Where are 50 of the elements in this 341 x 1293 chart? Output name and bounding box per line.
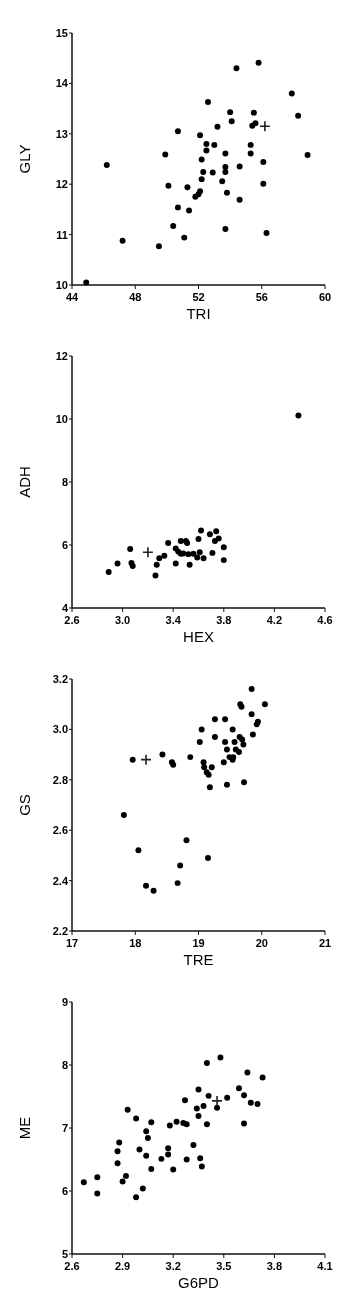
y-axis-title: ADH: [16, 466, 33, 498]
x-axis-title: HEX: [183, 628, 214, 645]
x-tick-label: 3.4: [165, 614, 182, 626]
x-tick-label: 19: [192, 937, 205, 949]
x-tick-label: 17: [65, 937, 79, 949]
y-tick-label: 2.8: [52, 773, 68, 786]
y-tick-label: 10: [55, 413, 68, 425]
y-axis-title: GLY: [16, 144, 33, 174]
x-tick-label: 18: [129, 937, 142, 949]
x-tick-label: 3.2: [165, 1260, 181, 1272]
x-tick-label: 2.9: [114, 1260, 131, 1272]
x-tick-label: 52: [192, 291, 205, 303]
y-tick-label: 7: [61, 1122, 68, 1134]
y-tick-label: 8: [61, 1059, 68, 1071]
x-tick-label: 60: [318, 291, 332, 303]
x-tick-label: 48: [129, 291, 142, 303]
x-tick-label: 4.2: [266, 614, 283, 626]
y-tick-label: 8: [61, 476, 68, 488]
x-tick-label: 20: [255, 937, 268, 949]
x-tick-label: 56: [255, 291, 268, 303]
x-tick-label: 3.8: [266, 1260, 283, 1272]
y-tick-label: 5: [61, 1248, 68, 1260]
y-tick-label: 3.0: [52, 723, 68, 736]
y-axis-title: ME: [16, 1116, 33, 1140]
y-tick-label: 12: [55, 350, 68, 362]
y-tick-label: 11: [56, 228, 68, 241]
y-tick-label: 6: [61, 539, 68, 551]
y-tick-label: 2.6: [52, 824, 68, 837]
y-tick-label: 2.2: [52, 925, 68, 937]
x-tick-label: 3.5: [216, 1260, 232, 1272]
x-tick-label: 21: [318, 937, 332, 949]
y-tick-label: 6: [61, 1185, 68, 1197]
y-tick-label: 13: [55, 127, 68, 140]
y-tick-label: 2.4: [52, 874, 69, 887]
y-tick-label: 3.2: [52, 673, 68, 685]
x-axis-title: TRI: [186, 305, 211, 322]
y-tick-label: 10: [55, 279, 68, 291]
y-tick-label: 4: [61, 602, 69, 614]
y-axis-title: GS: [16, 794, 33, 816]
y-tick-label: 14: [55, 77, 69, 90]
y-tick-label: 15: [55, 27, 68, 39]
y-tick-label: 12: [55, 178, 68, 191]
x-axis-title: TRE: [183, 951, 214, 968]
x-tick-label: 3.0: [114, 614, 131, 626]
x-tick-label: 4.6: [317, 614, 333, 626]
x-tick-label: 4.1: [317, 1260, 333, 1272]
x-axis-title: G6PD: [178, 1274, 220, 1291]
x-tick-label: 3.8: [216, 614, 232, 626]
y-tick-label: 9: [61, 996, 68, 1008]
x-tick-label: 44: [65, 291, 79, 303]
